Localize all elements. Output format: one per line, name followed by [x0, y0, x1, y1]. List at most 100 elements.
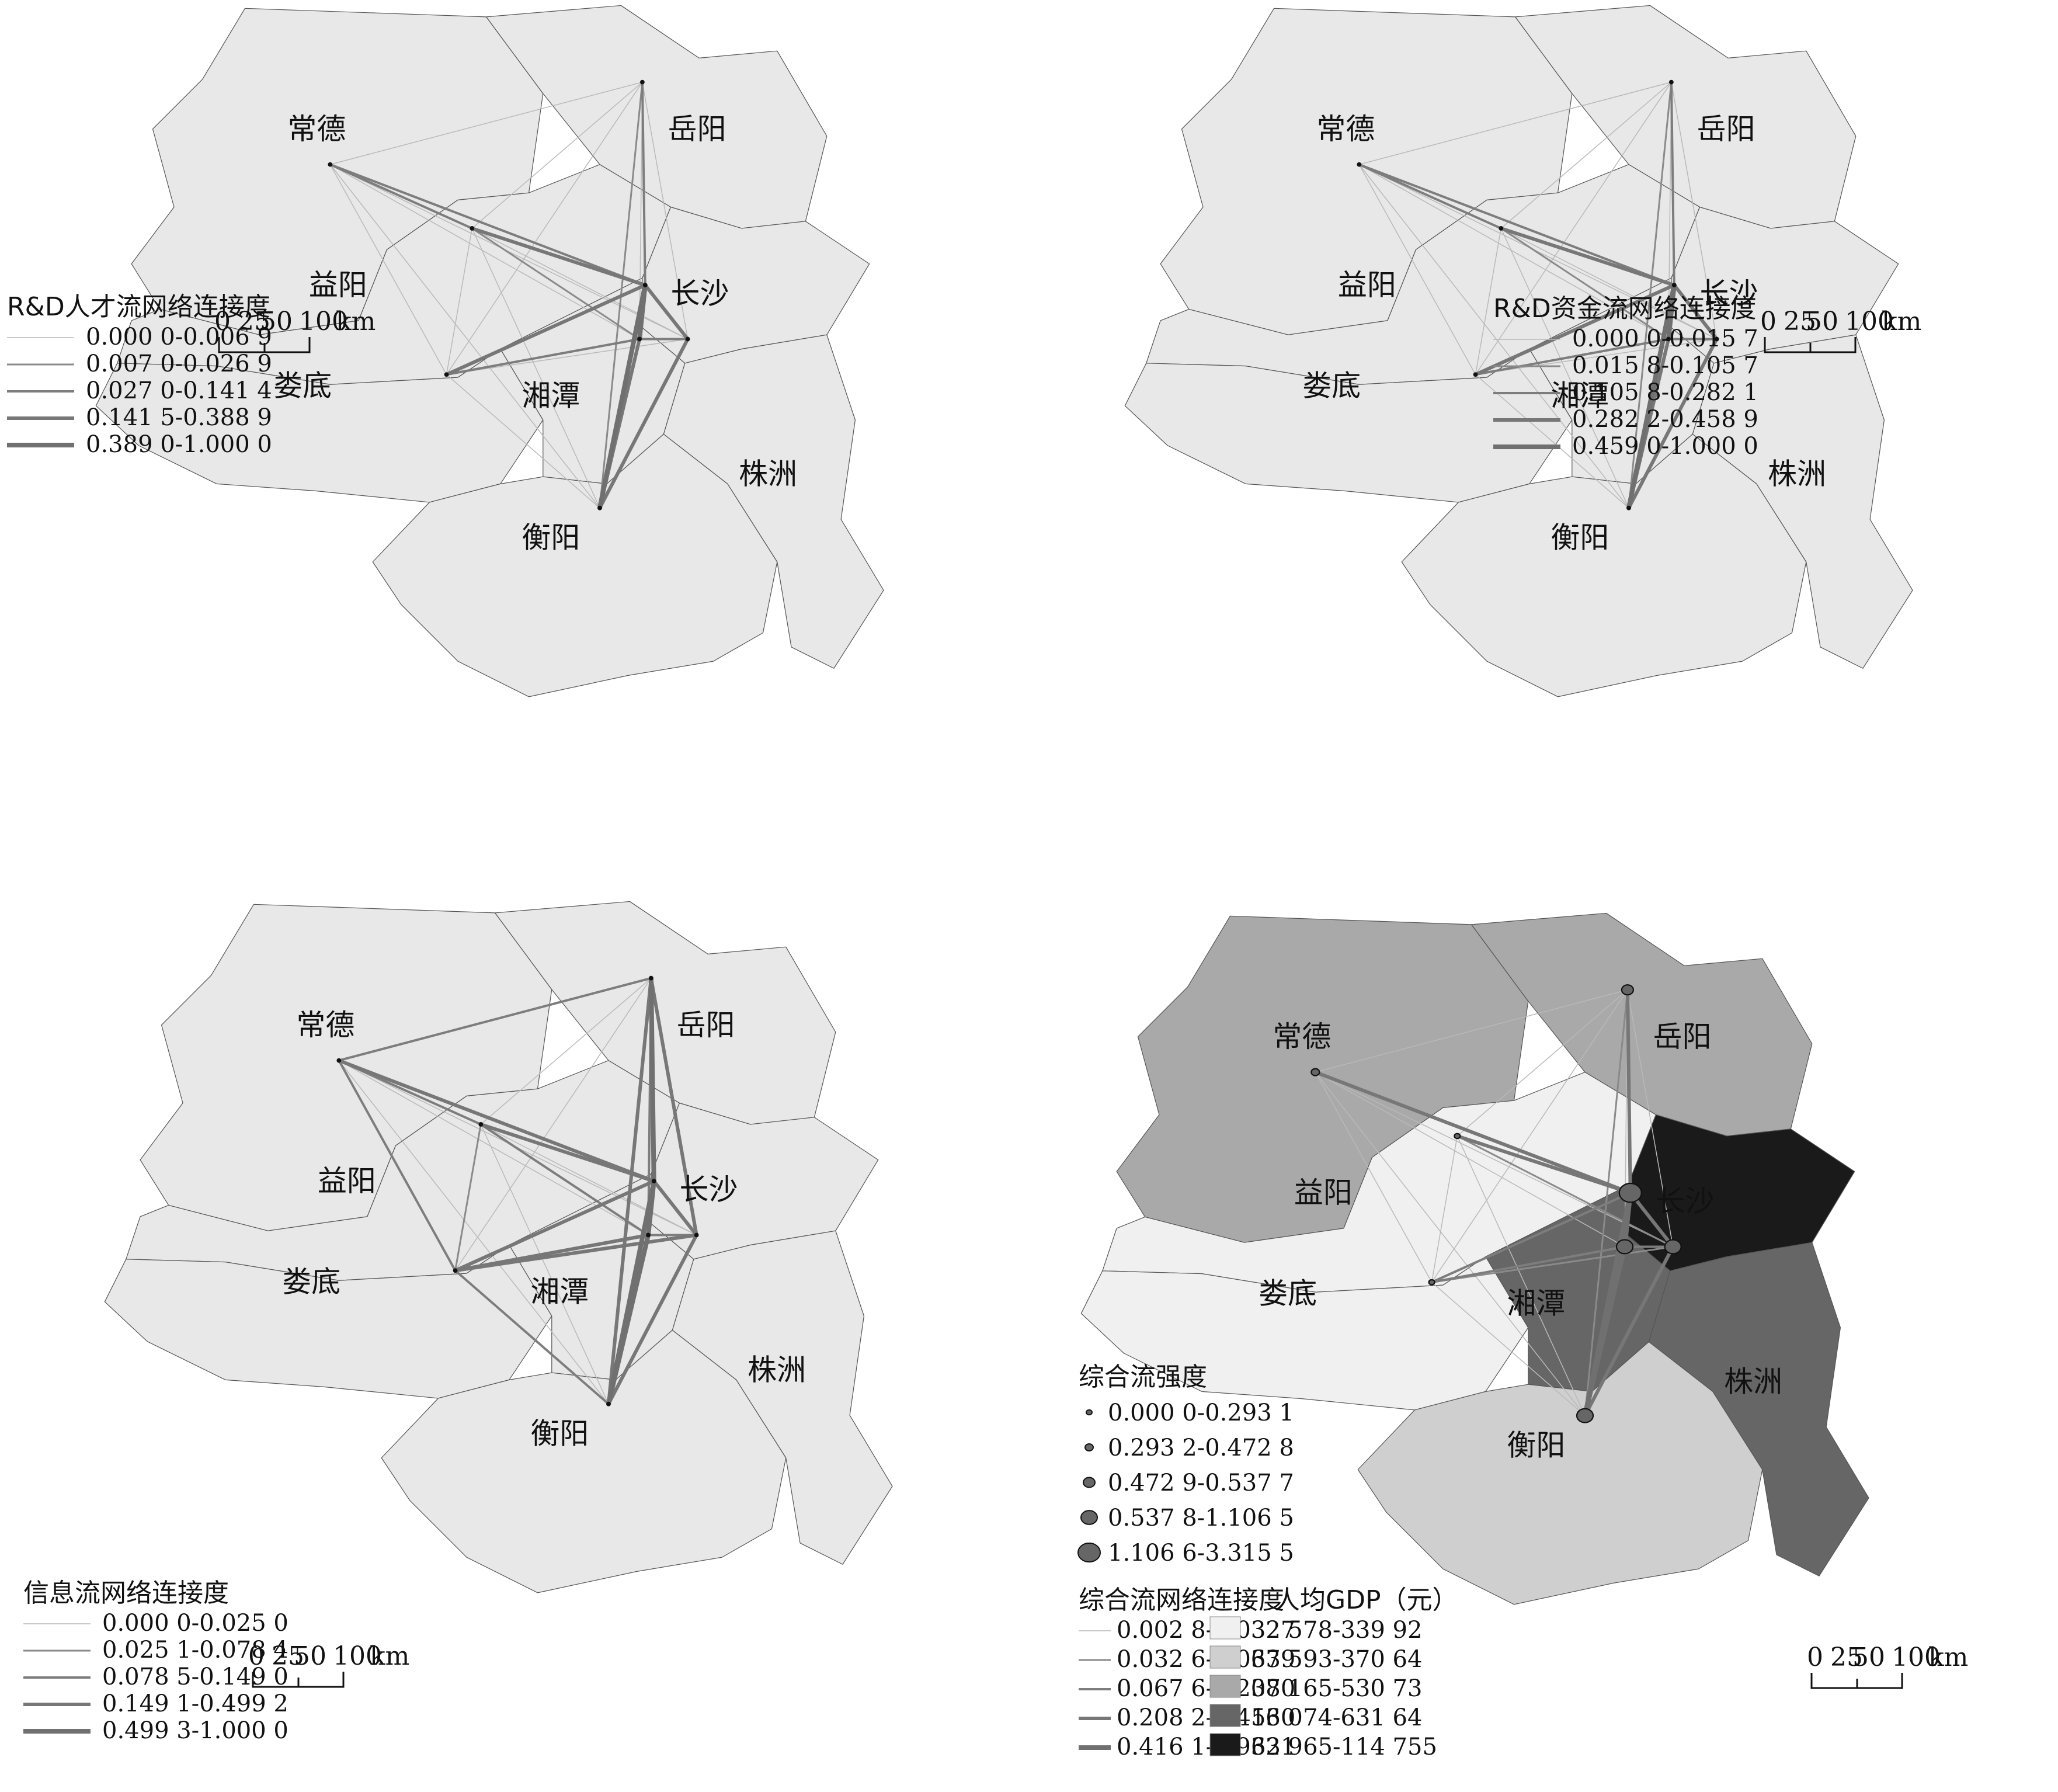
city-label-yiyang: 益阳 [1294, 1176, 1353, 1210]
scale-tick-label: 0 [1807, 1642, 1823, 1672]
city-label-xiangtan: 湘潭 [522, 379, 580, 413]
link-yueyang-loudi [454, 977, 652, 1271]
legend-class-label: 0.000 0-0.006 9 [86, 324, 272, 350]
link-yiyang-loudi [1431, 1135, 1458, 1283]
city-label-yiyang: 益阳 [309, 268, 367, 302]
node-zhuzhou [685, 336, 690, 342]
strength-legend-symbol [1084, 1443, 1094, 1451]
city-label-changde: 常德 [296, 1008, 354, 1042]
link-changde-yueyang [338, 977, 652, 1062]
gdp-legend-swatch [1209, 1675, 1241, 1698]
link-changde-hengyang [1315, 1071, 1586, 1416]
node-zhuzhou [694, 1232, 699, 1238]
legend-class-label: 0.149 1-0.499 2 [102, 1690, 288, 1717]
link-yiyang-zhuzhou [471, 228, 689, 340]
link-changsha-loudi [1473, 283, 1676, 377]
city-label-zhuzhou: 株洲 [748, 1353, 806, 1387]
node-changsha [1618, 1182, 1642, 1203]
link-loudi-zhuzhou [453, 1233, 698, 1273]
node-changsha [1671, 283, 1677, 288]
strength-legend-title: 综合流强度 [1079, 1362, 1207, 1392]
link-yiyang-loudi [446, 228, 473, 375]
node-xiangtan [646, 1232, 651, 1238]
node-xiangtan [637, 336, 642, 342]
link-changsha-loudi [1430, 1192, 1632, 1284]
city-label-zhuzhou: 株洲 [1724, 1364, 1782, 1398]
link-yueyang-yiyang [480, 977, 652, 1125]
gdp-class-label: 327 78-339 92 [1251, 1617, 1422, 1644]
link-changsha-loudi [453, 1179, 656, 1273]
link-changsha-zhuzhou [643, 283, 690, 341]
gdp-class-label: 631 65-114 755 [1251, 1734, 1437, 1760]
link-changde-loudi [1358, 164, 1476, 375]
node-zhuzhou [1664, 1239, 1682, 1255]
link-yiyang-zhuzhou [480, 1124, 697, 1236]
city-label-changde: 常德 [1273, 1020, 1331, 1054]
city-label-changsha: 长沙 [1656, 1185, 1715, 1218]
link-changde-yueyang [329, 81, 643, 165]
scale-tick-label: 100 [1845, 307, 1894, 336]
region-hengyang [1401, 433, 1807, 697]
link-changde-hengyang [329, 164, 600, 509]
legend-class-label: 0.007 0-0.026 9 [86, 350, 272, 377]
city-label-yueyang: 岳阳 [1697, 112, 1755, 146]
gdp-legend-swatch [1209, 1616, 1241, 1640]
scale-unit-label: km [1928, 1642, 1968, 1672]
city-label-hengyang: 衡阳 [1551, 521, 1609, 555]
link-yueyang-yiyang [1456, 989, 1628, 1137]
link-changsha-zhuzhou [1628, 1191, 1675, 1249]
link-yiyang-changsha [470, 226, 647, 287]
link-yiyang-zhuzhou [1500, 228, 1718, 340]
link-yiyang-xiangtan [471, 227, 641, 340]
legend-title: R&D资金流网络连接度 [1493, 294, 1757, 324]
link-yiyang-zhuzhou [1456, 1135, 1674, 1248]
city-label-hengyang: 衡阳 [530, 1417, 589, 1451]
link-xiangtan-hengyang [1583, 1244, 1628, 1418]
city-label-loudi: 娄底 [282, 1265, 340, 1299]
node-loudi [453, 1268, 458, 1273]
node-loudi [1428, 1279, 1435, 1286]
gdp-legend-swatch [1209, 1733, 1241, 1756]
strength-class-label: 0.000 0-0.293 1 [1108, 1399, 1294, 1426]
link-yiyang-xiangtan [1500, 227, 1670, 340]
legend-class-label: 0.032 6-0.067 5 [1117, 1646, 1303, 1673]
scale-tick-label: 0 [248, 1641, 265, 1671]
scale-tick-label: 50 [294, 1641, 326, 1671]
gdp-class-label: 339 93-370 64 [1251, 1646, 1422, 1673]
city-label-yiyang: 益阳 [318, 1164, 376, 1198]
node-changde [1357, 162, 1362, 167]
link-yueyang-loudi [1475, 81, 1672, 375]
link-yiyang-hengyang [1500, 228, 1629, 509]
link-yueyang-zhuzhou [649, 976, 698, 1237]
city-label-zhuzhou: 株洲 [1768, 457, 1826, 491]
node-changsha [642, 283, 648, 288]
legend-class-label: 0.015 8-0.105 7 [1572, 352, 1758, 379]
link-changde-yueyang [1358, 81, 1672, 165]
link-changsha-yueyang [648, 975, 656, 1184]
link-xiangtan-hengyang [606, 1232, 651, 1406]
link-loudi-zhuzhou [446, 338, 689, 375]
legend-class-label: 0.025 1-0.078 4 [102, 1637, 288, 1663]
scale-unit-label: km [336, 307, 376, 336]
city-label-hengyang: 衡阳 [1507, 1429, 1565, 1463]
node-xiangtan [1666, 336, 1671, 342]
city-label-changsha: 长沙 [671, 277, 729, 311]
scale-tick-label: 100 [299, 307, 348, 336]
region-hengyang [1357, 1341, 1763, 1605]
gdp-legend-swatch [1209, 1645, 1241, 1669]
link-yueyang-zhuzhou [1627, 989, 1674, 1248]
link-changsha-hengyang [597, 283, 648, 510]
node-loudi [1473, 372, 1478, 377]
city-label-changsha: 长沙 [680, 1173, 738, 1207]
scale-tick-label: 0 [214, 307, 231, 336]
link-yueyang-zhuzhou [1671, 81, 1718, 340]
legend-class-label: 0.208 2-0.416 0 [1117, 1704, 1303, 1731]
gdp-legend-title: 人均GDP（元） [1274, 1585, 1458, 1615]
scale-unit-label: km [370, 1641, 409, 1671]
link-yueyang-loudi [446, 81, 643, 375]
region-hengyang [372, 433, 778, 697]
city-label-xiangtan: 湘潭 [1507, 1287, 1565, 1321]
legend-class-label: 0.459 0-1.000 0 [1572, 433, 1758, 460]
